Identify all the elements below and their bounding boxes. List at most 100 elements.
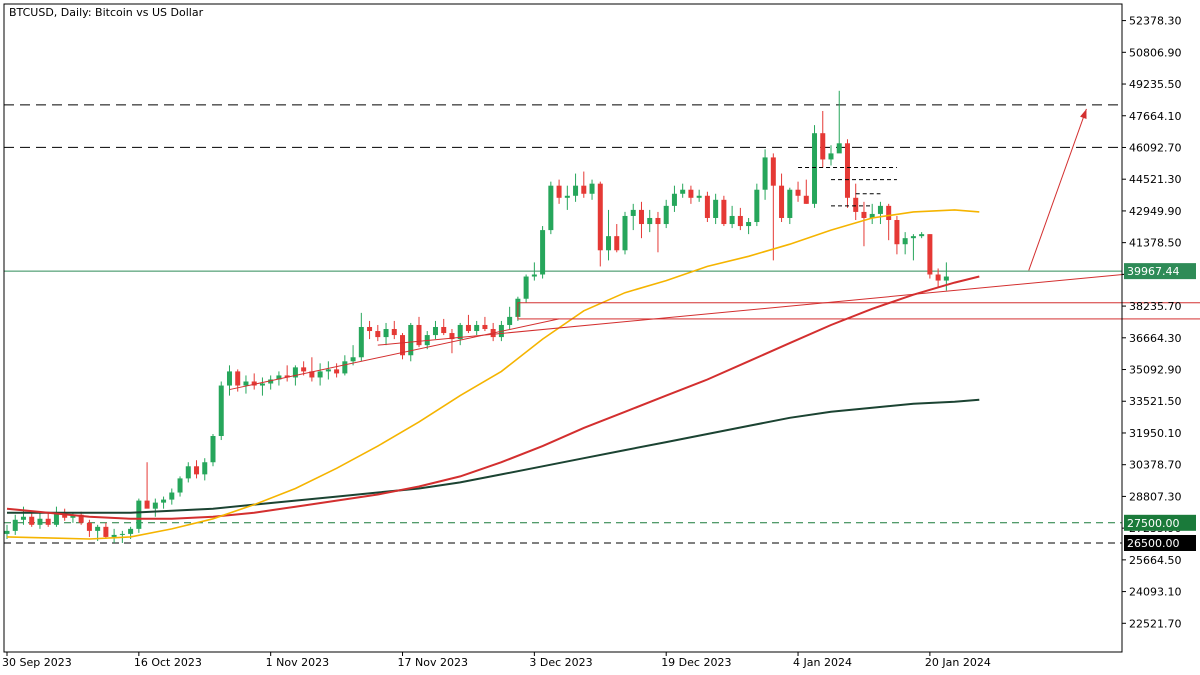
y-tick-label: 35092.90 — [1129, 364, 1182, 377]
candle-body — [853, 197, 859, 212]
candle-body — [902, 238, 908, 245]
candle-body — [70, 514, 76, 518]
candle-body — [474, 324, 480, 332]
x-tick-label: 20 Jan 2024 — [925, 656, 991, 669]
ma-50-line — [6, 209, 980, 540]
candle-body — [12, 519, 18, 531]
level-badge-3 — [1124, 534, 1196, 551]
candle-body — [663, 205, 669, 225]
candle-body — [251, 381, 257, 386]
candle-body — [432, 326, 438, 336]
candle-body — [383, 329, 389, 338]
candle-body — [869, 213, 875, 218]
y-tick-label: 52378.30 — [1129, 15, 1182, 28]
candle-body — [103, 526, 109, 537]
candle-body — [606, 236, 612, 251]
candle-body — [276, 375, 282, 380]
candle-body — [482, 324, 488, 330]
candle-body — [910, 236, 916, 239]
candle-body — [144, 500, 150, 509]
candle-body — [136, 500, 142, 529]
candle-body — [45, 518, 51, 525]
candle-body — [111, 534, 117, 537]
x-tick-label: 30 Sep 2023 — [2, 656, 72, 669]
candle-body — [292, 367, 298, 378]
candle-body — [581, 185, 587, 194]
candle-body — [210, 436, 216, 463]
candles — [4, 90, 949, 543]
candle-body — [622, 215, 628, 251]
candle-body — [770, 157, 776, 186]
candle-body — [441, 326, 447, 334]
candle-body — [655, 217, 661, 225]
y-tick-label: 42949.90 — [1129, 205, 1182, 218]
candle-body — [828, 153, 834, 160]
trendline-1 — [377, 271, 1145, 346]
candle-body — [301, 367, 307, 372]
candle-body — [29, 516, 35, 525]
candle-body — [400, 335, 406, 356]
candle-body — [795, 189, 801, 196]
candle-body — [713, 199, 719, 218]
candle-body — [812, 133, 818, 204]
y-tick-label: 44521.30 — [1129, 173, 1182, 186]
level-badge-2 — [1124, 514, 1196, 531]
candle-body — [226, 371, 232, 386]
candle-body — [779, 185, 785, 218]
candle-body — [416, 324, 422, 346]
candle-body — [721, 199, 727, 225]
candle-body — [877, 205, 883, 214]
x-tick-label: 3 Dec 2023 — [529, 656, 592, 669]
candle-body — [218, 385, 224, 436]
candle-body — [309, 371, 315, 378]
candle-body — [259, 383, 265, 386]
candle-body — [943, 276, 949, 281]
candle-body — [449, 333, 455, 340]
candle-body — [762, 157, 768, 190]
candle-body — [589, 183, 595, 194]
candle-body — [169, 492, 175, 500]
y-tick-label: 41378.50 — [1129, 237, 1182, 250]
overlay-lines — [4, 104, 1122, 544]
candle-body — [523, 276, 529, 299]
candle-body — [836, 143, 842, 154]
candle-body — [886, 205, 892, 220]
x-tick-label: 1 Nov 2023 — [266, 656, 329, 669]
candle-body — [573, 185, 579, 196]
candle-body — [53, 512, 59, 525]
candle-body — [317, 371, 323, 378]
ma-100-line — [6, 275, 980, 520]
x-tick-label: 17 Nov 2023 — [398, 656, 468, 669]
candle-body — [391, 329, 397, 336]
candle-body — [161, 499, 167, 503]
y-tick-label: 25664.50 — [1129, 554, 1182, 567]
y-tick-label: 46092.70 — [1129, 141, 1182, 154]
candle-body — [507, 316, 513, 325]
candle-body — [367, 326, 373, 332]
candle-body — [927, 234, 933, 275]
x-tick-label: 19 Dec 2023 — [661, 656, 731, 669]
candle-body — [556, 185, 562, 198]
candle-body — [671, 193, 677, 206]
candle-body — [729, 215, 735, 225]
candle-body — [86, 522, 92, 531]
candle-body — [284, 375, 290, 378]
candle-body — [787, 189, 793, 218]
current-price-badge — [1124, 263, 1196, 280]
candle-body — [746, 222, 752, 227]
candle-body — [202, 462, 208, 475]
candle-body — [597, 183, 603, 251]
current-price-label: 39967.44 — [1127, 265, 1180, 278]
x-tick-label: 16 Oct 2023 — [134, 656, 202, 669]
candle-body — [737, 215, 743, 227]
candle-body — [78, 514, 84, 523]
y-tick-label: 50806.90 — [1129, 46, 1182, 59]
candle-body — [95, 526, 101, 531]
candle-body — [861, 211, 867, 218]
candle-body — [638, 209, 644, 225]
x-tick-label: 4 Jan 2024 — [793, 656, 852, 669]
candle-body — [820, 133, 826, 160]
y-tick-label: 28807.30 — [1129, 490, 1182, 503]
